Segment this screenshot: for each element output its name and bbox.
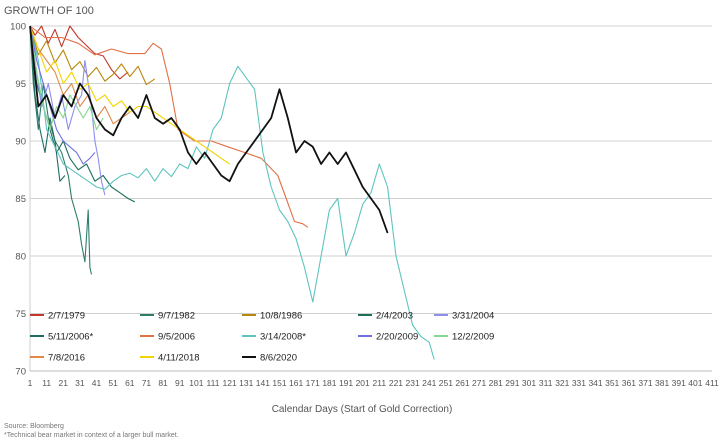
x-tick-label: 241	[422, 378, 436, 388]
series-line-11	[29, 25, 131, 125]
x-tick-label: 121	[223, 378, 237, 388]
legend-entry: 9/7/1982	[140, 311, 195, 322]
y-tick-label: 80	[15, 252, 26, 263]
series-line-3	[29, 25, 156, 86]
legend-label: 7/8/2016	[48, 353, 85, 364]
x-tick-label: 231	[405, 378, 419, 388]
x-tick-label: 401	[688, 378, 702, 388]
y-tick-label: 85	[15, 194, 26, 205]
x-tick-label: 151	[272, 378, 286, 388]
x-tick-label: 201	[356, 378, 370, 388]
x-tick-label: 131	[239, 378, 253, 388]
x-tick-label: 111	[207, 378, 220, 388]
x-tick-label: 411	[705, 378, 719, 388]
series-line-12	[29, 25, 230, 165]
x-tick-label: 281	[489, 378, 503, 388]
legend-entry: 8/6/2020	[242, 353, 297, 364]
y-tick-label: 100	[10, 22, 26, 33]
x-tick-label: 311	[539, 378, 553, 388]
y-tick-label: 70	[15, 367, 26, 378]
series-line-8	[29, 25, 435, 360]
x-tick-label: 251	[439, 378, 453, 388]
x-tick-label: 51	[108, 378, 118, 388]
x-tick-label: 371	[638, 378, 652, 388]
x-tick-label: 331	[572, 378, 586, 388]
series-line-13	[29, 25, 389, 234]
legend-entry: 2/7/1979	[30, 311, 85, 322]
x-tick-label: 61	[125, 378, 135, 388]
legend-label: 2/4/2003	[376, 311, 413, 322]
legend-label: 5/11/2006*	[48, 332, 94, 343]
x-tick-label: 101	[189, 378, 203, 388]
x-tick-label: 11	[42, 378, 51, 388]
x-tick-label: 301	[522, 378, 536, 388]
x-tick-label: 271	[472, 378, 486, 388]
legend: 2/7/1979 9/7/1982 10/8/1986 2/4/2003 3/31/20…	[30, 311, 494, 364]
legend-label: 3/31/2004	[452, 311, 494, 322]
legend-label: 8/6/2020	[260, 353, 297, 364]
x-tick-label: 191	[339, 378, 353, 388]
legend-entry: 7/8/2016	[30, 353, 85, 364]
x-tick-label: 21	[59, 378, 69, 388]
y-tick-label: 95	[15, 79, 26, 90]
x-tick-label: 291	[505, 378, 519, 388]
series-line-2	[29, 25, 93, 275]
x-tick-label: 41	[92, 378, 102, 388]
x-tick-label: 1	[28, 378, 33, 388]
x-tick-label: 91	[175, 378, 185, 388]
legend-entry: 12/2/2009	[434, 332, 494, 343]
y-tick-label: 90	[15, 137, 26, 148]
series-line-7	[29, 25, 309, 228]
x-tick-label: 381	[655, 378, 669, 388]
x-tick-label: 31	[75, 378, 85, 388]
x-tick-label: 391	[672, 378, 686, 388]
series-line-1	[29, 25, 129, 80]
series-line-9	[29, 25, 96, 165]
legend-entry: 3/14/2008*	[242, 332, 306, 343]
x-tick-label: 181	[322, 378, 336, 388]
x-tick-label: 221	[389, 378, 403, 388]
legend-label: 12/2/2009	[452, 332, 494, 343]
source-footnote: Source: Bloomberg	[4, 423, 64, 430]
x-tick-label: 261	[455, 378, 469, 388]
chart-title: GROWTH OF 100	[4, 5, 94, 17]
x-tick-label: 171	[306, 378, 320, 388]
legend-label: 9/5/2006	[158, 332, 195, 343]
x-tick-label: 81	[158, 378, 168, 388]
x-tick-label: 71	[142, 378, 152, 388]
x-tick-label: 161	[289, 378, 303, 388]
x-tick-label: 211	[373, 378, 387, 388]
legend-entry: 10/8/1986	[242, 311, 302, 322]
legend-label: 2/20/2009	[376, 332, 418, 343]
x-axis-label: Calendar Days (Start of Gold Correction)	[271, 404, 453, 415]
series-lines	[29, 25, 435, 360]
legend-label: 2/7/1979	[48, 311, 85, 322]
legend-entry: 4/11/2018	[140, 353, 200, 364]
y-tick-label: 75	[15, 309, 26, 320]
technical-footnote: *Technical bear market in context of a l…	[4, 432, 179, 439]
x-tick-label: 361	[622, 378, 636, 388]
legend-label: 9/7/1982	[158, 311, 195, 322]
legend-entry: 2/4/2003	[358, 311, 413, 322]
legend-entry: 2/20/2009	[358, 332, 418, 343]
x-tick-label: 341	[588, 378, 602, 388]
legend-entry: 5/11/2006*	[30, 332, 94, 343]
series-line-10	[29, 25, 104, 131]
legend-entry: 9/5/2006	[140, 332, 195, 343]
x-tick-label: 321	[555, 378, 569, 388]
series-line-6	[29, 25, 66, 182]
legend-label: 3/14/2008*	[260, 332, 306, 343]
legend-entry: 3/31/2004	[434, 311, 494, 322]
legend-label: 10/8/1986	[260, 311, 302, 322]
x-tick-label: 351	[605, 378, 619, 388]
legend-label: 4/11/2018	[158, 353, 200, 364]
x-tick-label: 141	[256, 378, 270, 388]
